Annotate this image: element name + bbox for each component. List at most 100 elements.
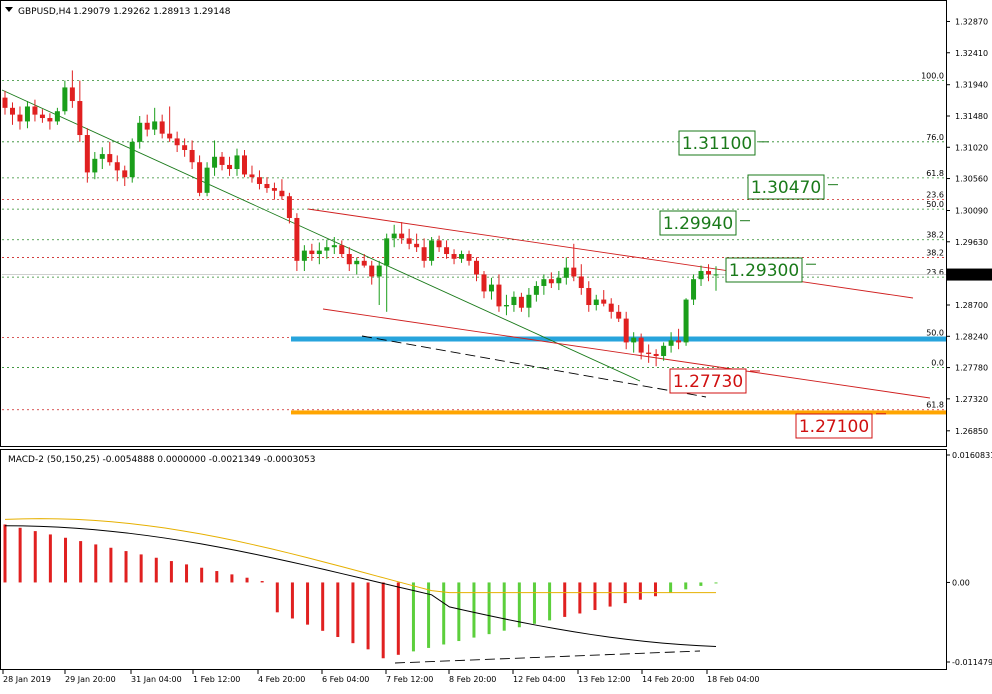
candle[interactable]: [24, 101, 30, 129]
candle[interactable]: [152, 107, 158, 136]
candle[interactable]: [541, 274, 547, 295]
candle[interactable]: [691, 274, 697, 306]
candle[interactable]: [159, 114, 165, 139]
candle[interactable]: [608, 298, 614, 319]
candle[interactable]: [189, 140, 195, 170]
candle[interactable]: [316, 242, 322, 265]
level-box[interactable]: [747, 174, 825, 200]
candle[interactable]: [39, 109, 45, 123]
candle[interactable]: [391, 224, 397, 248]
candle[interactable]: [444, 240, 450, 259]
candle[interactable]: [623, 311, 629, 350]
candle[interactable]: [429, 237, 435, 266]
candle[interactable]: [698, 265, 704, 286]
candle[interactable]: [571, 243, 577, 282]
candle[interactable]: [107, 141, 113, 166]
candle[interactable]: [533, 281, 539, 302]
candle[interactable]: [668, 332, 674, 353]
candle[interactable]: [414, 233, 420, 252]
level-box[interactable]: [669, 368, 747, 394]
candle[interactable]: [279, 179, 285, 200]
candle[interactable]: [204, 162, 210, 197]
candle[interactable]: [2, 90, 8, 115]
candle[interactable]: [518, 292, 524, 312]
candle[interactable]: [616, 305, 622, 323]
candle[interactable]: [17, 106, 23, 130]
candle[interactable]: [241, 149, 247, 178]
candle[interactable]: [47, 113, 53, 130]
candle[interactable]: [653, 349, 659, 367]
candle[interactable]: [421, 238, 427, 268]
candle[interactable]: [474, 257, 480, 282]
candle[interactable]: [683, 298, 689, 346]
candle[interactable]: [713, 266, 719, 291]
candle[interactable]: [339, 240, 345, 258]
candle[interactable]: [496, 274, 502, 312]
candle[interactable]: [122, 165, 128, 187]
macd-pane[interactable]: [0, 449, 947, 670]
level-box[interactable]: [795, 413, 873, 439]
candle[interactable]: [286, 192, 292, 224]
candle[interactable]: [459, 250, 465, 263]
symbol-dropdown-icon[interactable]: [5, 7, 13, 12]
candle[interactable]: [451, 249, 457, 265]
candle[interactable]: [481, 271, 487, 299]
candle[interactable]: [346, 247, 352, 272]
candle[interactable]: [301, 245, 307, 272]
candle[interactable]: [631, 332, 637, 353]
candle[interactable]: [384, 233, 390, 312]
candle[interactable]: [137, 115, 143, 149]
candle[interactable]: [324, 239, 330, 259]
candle[interactable]: [271, 182, 277, 200]
candle[interactable]: [376, 260, 382, 306]
candle[interactable]: [369, 260, 375, 285]
candle[interactable]: [548, 272, 554, 289]
candle[interactable]: [294, 213, 300, 272]
candle[interactable]: [563, 257, 569, 285]
candle[interactable]: [309, 243, 315, 261]
candle[interactable]: [556, 271, 562, 291]
candle[interactable]: [9, 102, 15, 125]
candle[interactable]: [436, 235, 442, 252]
candle[interactable]: [219, 152, 225, 171]
candle[interactable]: [466, 250, 472, 266]
candle[interactable]: [361, 254, 367, 268]
candle[interactable]: [601, 290, 607, 307]
candle[interactable]: [212, 140, 218, 176]
candle[interactable]: [62, 80, 68, 115]
level-box[interactable]: [725, 257, 803, 283]
candle[interactable]: [256, 170, 262, 190]
candle[interactable]: [249, 165, 255, 183]
level-box[interactable]: [659, 210, 737, 236]
candle[interactable]: [406, 228, 412, 250]
candle[interactable]: [661, 342, 667, 361]
candle[interactable]: [488, 277, 494, 300]
candle[interactable]: [197, 155, 203, 197]
candle[interactable]: [32, 99, 38, 122]
candle[interactable]: [676, 328, 682, 350]
candle[interactable]: [84, 128, 90, 183]
candle[interactable]: [234, 148, 240, 176]
candle[interactable]: [578, 264, 584, 295]
candle[interactable]: [182, 138, 188, 157]
candle[interactable]: [638, 333, 644, 360]
candle[interactable]: [354, 257, 360, 275]
candle[interactable]: [114, 155, 120, 182]
candle[interactable]: [174, 131, 180, 153]
candle[interactable]: [227, 156, 233, 176]
candle[interactable]: [144, 114, 150, 137]
candle[interactable]: [99, 147, 105, 170]
candle[interactable]: [92, 152, 98, 180]
candle[interactable]: [129, 138, 135, 183]
candle[interactable]: [77, 80, 83, 142]
candle[interactable]: [503, 294, 509, 316]
candle[interactable]: [593, 294, 599, 311]
candle[interactable]: [511, 291, 517, 312]
candle[interactable]: [69, 70, 75, 108]
candle[interactable]: [167, 106, 173, 142]
candle[interactable]: [646, 344, 652, 363]
price-pane[interactable]: [0, 0, 947, 447]
candle[interactable]: [331, 237, 337, 255]
candle[interactable]: [706, 264, 712, 282]
